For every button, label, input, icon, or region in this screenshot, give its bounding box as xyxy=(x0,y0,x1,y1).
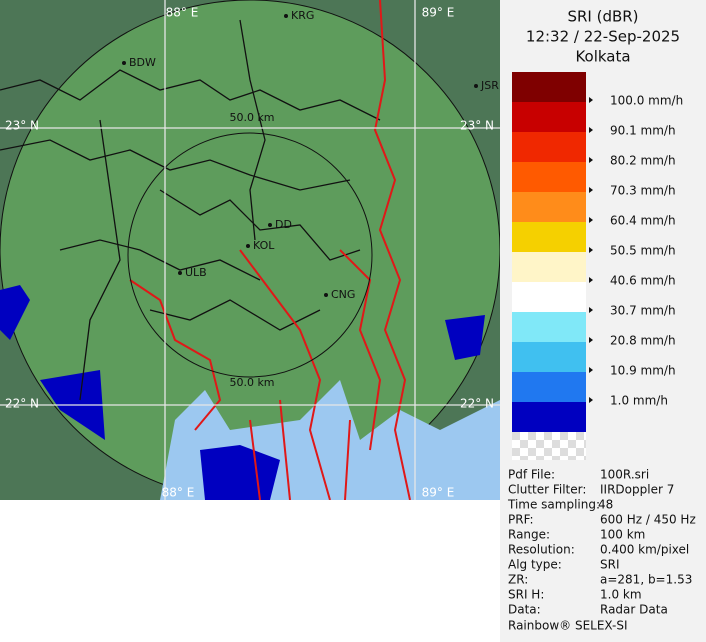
city-dot xyxy=(246,244,250,248)
city-label: JSR xyxy=(480,79,499,92)
legend-swatch xyxy=(512,102,586,132)
info-key: PRF: xyxy=(508,513,534,527)
legend-pointer xyxy=(589,307,593,313)
grid-label: 88° E xyxy=(162,486,195,500)
info-value: a=281, b=1.53 xyxy=(600,573,692,587)
legend-pointer xyxy=(589,247,593,253)
info-value: 1.0 km xyxy=(600,588,642,602)
legend-pointer xyxy=(589,217,593,223)
legend-label: 100.0 mm/h xyxy=(610,94,683,108)
info-value: Radar Data xyxy=(600,603,668,617)
info-value: 100R.sri xyxy=(600,468,649,482)
info-value: SRI xyxy=(600,558,620,572)
info-key: Clutter Filter: xyxy=(508,483,586,497)
legend-pointer xyxy=(589,97,593,103)
city-dot xyxy=(284,14,288,18)
header-site: Kolkata xyxy=(575,48,630,66)
city-label: KRG xyxy=(291,9,314,22)
legend-label: 70.3 mm/h xyxy=(610,184,676,198)
header-product: SRI (dBR) xyxy=(567,8,638,26)
legend-label: 30.7 mm/h xyxy=(610,304,676,318)
legend-label: 20.8 mm/h xyxy=(610,334,676,348)
grid-label: 23° N xyxy=(460,119,494,133)
legend-label: 50.5 mm/h xyxy=(610,244,676,258)
info-key: SRI H: xyxy=(508,588,544,602)
info-key: Range: xyxy=(508,528,550,542)
legend-label: 90.1 mm/h xyxy=(610,124,676,138)
grid-label: 88° E xyxy=(166,6,199,20)
info-key: Time sampling: xyxy=(507,498,600,512)
city-label: CNG xyxy=(331,288,355,301)
info-key: Pdf File: xyxy=(508,468,555,482)
city-label: DD xyxy=(275,218,292,231)
info-key: Resolution: xyxy=(508,543,575,557)
legend-pointer xyxy=(589,157,593,163)
map xyxy=(0,0,500,500)
info-value: 600 Hz / 450 Hz xyxy=(600,513,696,527)
grid-label: 23° N xyxy=(5,119,39,133)
info-value: 100 km xyxy=(600,528,645,542)
legend-label: 80.2 mm/h xyxy=(610,154,676,168)
info-value: IIRDoppler 7 xyxy=(600,483,674,497)
legend-swatch xyxy=(512,372,586,402)
legend-pointer xyxy=(589,337,593,343)
info-value: 0.400 km/pixel xyxy=(600,543,689,557)
legend-pointer xyxy=(589,187,593,193)
legend-pointer xyxy=(589,277,593,283)
info-value: 48 xyxy=(598,498,613,512)
header-time: 12:32 / 22-Sep-2025 xyxy=(526,28,680,46)
legend-pointer xyxy=(589,367,593,373)
info-key: Data: xyxy=(508,603,541,617)
range-label: 50.0 km xyxy=(229,376,274,389)
legend-pointer xyxy=(589,397,593,403)
grid-label: 22° N xyxy=(5,397,39,411)
city-label: BDW xyxy=(129,56,156,69)
legend-label: 10.9 mm/h xyxy=(610,364,676,378)
grid-label: 22° N xyxy=(460,397,494,411)
city-dot xyxy=(268,223,272,227)
city-label: KOL xyxy=(253,239,275,252)
legend-swatch xyxy=(512,252,586,282)
legend-label: 60.4 mm/h xyxy=(610,214,676,228)
info-key: Alg type: xyxy=(508,558,562,572)
legend-swatch xyxy=(512,282,586,312)
city-dot xyxy=(122,61,126,65)
legend-swatch xyxy=(512,402,586,432)
legend-label: 1.0 mm/h xyxy=(610,394,668,408)
legend-pointer xyxy=(589,127,593,133)
city-dot xyxy=(324,293,328,297)
legend-swatch xyxy=(512,222,586,252)
footer: Rainbow® SELEX-SI xyxy=(508,619,628,633)
city-label: ULB xyxy=(185,266,207,279)
info-key: ZR: xyxy=(508,573,528,587)
city-dot xyxy=(178,271,182,275)
legend-label: 40.6 mm/h xyxy=(610,274,676,288)
legend-swatch xyxy=(512,312,586,342)
legend-swatch xyxy=(512,72,586,102)
grid-label: 89° E xyxy=(422,6,455,20)
legend-swatch xyxy=(512,132,586,162)
grid-label: 89° E xyxy=(422,486,455,500)
city-dot xyxy=(474,84,478,88)
legend-swatch xyxy=(512,162,586,192)
legend-swatch xyxy=(512,342,586,372)
range-label: 50.0 km xyxy=(229,111,274,124)
legend-swatch xyxy=(512,192,586,222)
